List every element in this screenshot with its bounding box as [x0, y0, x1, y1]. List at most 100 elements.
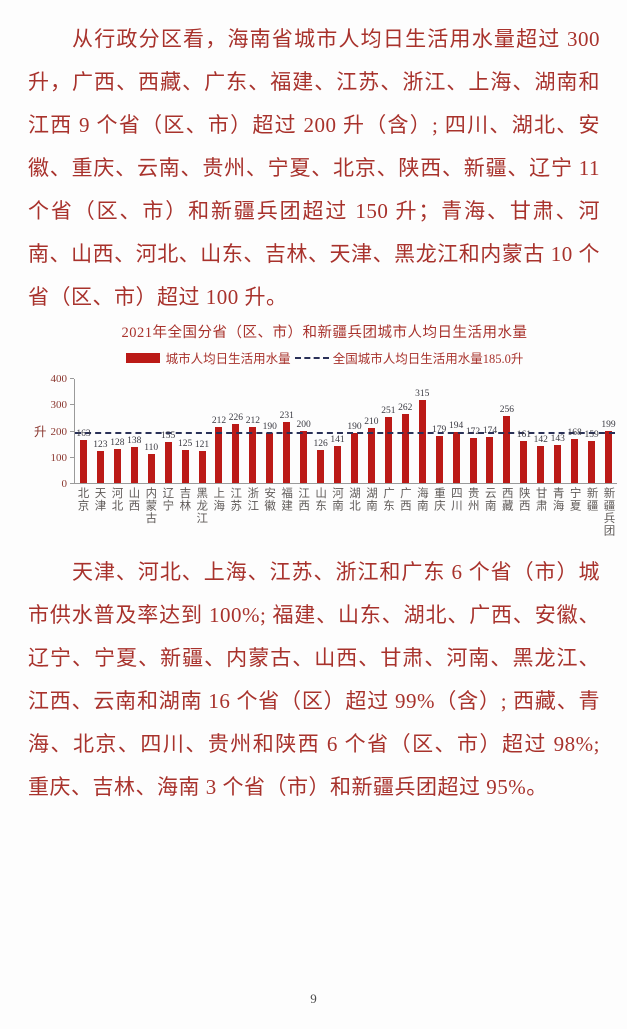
- bar: [317, 449, 325, 483]
- x-label-column: 西藏: [498, 487, 515, 537]
- dashed-line-icon: [294, 356, 329, 359]
- x-label-column: 云南: [481, 487, 498, 537]
- x-label-column: 重庆: [430, 487, 447, 537]
- bar: [96, 450, 104, 483]
- x-axis-label: 甘肃: [534, 487, 547, 512]
- x-label-column: 吉林: [176, 487, 193, 537]
- x-axis-label: 广西: [398, 487, 411, 512]
- bar-column: 210: [363, 379, 380, 483]
- bar-value-label: 315: [415, 389, 430, 400]
- x-label-column: 辽宁: [159, 487, 176, 537]
- bar-value-label: 141: [330, 435, 345, 445]
- bar-series-swatch-icon: [125, 352, 160, 363]
- paragraph-water-usage: 从行政分区看，海南省城市人均日生活用水量超过 300 升，广西、西藏、广东、福建…: [28, 27, 600, 309]
- x-label-column: 上海: [210, 487, 227, 537]
- bar-column: 128: [109, 379, 126, 483]
- bar-value-label: 194: [448, 421, 464, 432]
- bar-column: 199: [600, 379, 617, 483]
- bar-value-label: 200: [296, 419, 311, 430]
- x-axis-label: 辽宁: [161, 487, 174, 512]
- y-tick-label: 100: [50, 451, 68, 464]
- x-axis-label: 上海: [212, 487, 225, 512]
- bar-column: 159: [583, 379, 600, 483]
- bar-column: 179: [431, 379, 448, 483]
- x-axis-label: 山东: [314, 487, 327, 512]
- bar-value-label: 121: [194, 440, 210, 451]
- x-label-column: 河南: [329, 487, 346, 537]
- legend-label-reference-line: 全国城市人均日生活用水量185.0升: [332, 352, 524, 366]
- bar: [486, 437, 494, 483]
- bar-column: 138: [126, 379, 143, 483]
- bar-column: 190: [261, 379, 278, 483]
- x-label-column: 湖北: [346, 487, 363, 537]
- plot-wrapper: 0 100 200 300 400 升 163 123 128 138 110 155 125 121 2…: [32, 373, 617, 490]
- bar: [418, 400, 426, 483]
- bar-column: 212: [244, 379, 261, 483]
- x-label-column: 宁夏: [566, 487, 583, 537]
- y-tick-mark: [70, 483, 74, 484]
- bar-value-label: 174: [482, 426, 498, 437]
- x-axis-label: 青海: [551, 487, 564, 512]
- bar-column: 262: [397, 379, 414, 483]
- x-label-column: 山西: [125, 487, 142, 537]
- bar-value-label: 163: [76, 429, 91, 440]
- bar: [520, 440, 528, 483]
- x-label-column: 江西: [295, 487, 312, 537]
- x-axis-label: 安徽: [263, 487, 276, 512]
- bar-value-label: 159: [584, 430, 599, 441]
- bar: [435, 436, 443, 483]
- bar-column: 126: [312, 379, 329, 483]
- chart-title: 2021年全国分省（区、市）和新疆兵团城市人均日生活用水量: [121, 325, 528, 341]
- bar-value-label: 110: [144, 443, 159, 454]
- y-tick-mark: [70, 404, 74, 406]
- bar-column: 212: [211, 379, 228, 483]
- x-axis-label: 广东: [381, 487, 394, 512]
- bar: [130, 446, 138, 483]
- y-tick-mark: [70, 378, 74, 379]
- bar: [164, 442, 172, 483]
- bar: [215, 427, 223, 483]
- bar: [283, 422, 291, 483]
- x-label-column: 江苏: [227, 487, 244, 537]
- x-axis-label: 山西: [127, 487, 140, 512]
- x-label-column: 广西: [396, 487, 413, 537]
- bar: [198, 451, 206, 483]
- bar: [249, 427, 257, 483]
- y-tick-label: 300: [50, 399, 68, 412]
- x-axis-label: 天津: [93, 487, 106, 512]
- bar: [537, 445, 545, 483]
- legend-label-bars: 城市人均日生活用水量: [165, 352, 291, 366]
- bar-value-label: 179: [432, 425, 447, 436]
- bar-column: 200: [295, 379, 312, 483]
- x-label-column: 陕西: [515, 487, 532, 537]
- bar-column: 226: [227, 379, 244, 483]
- bar: [350, 433, 358, 483]
- x-label-column: 贵州: [464, 487, 481, 537]
- bar-column: 315: [414, 379, 431, 483]
- bar-column: 172: [465, 379, 482, 483]
- bar: [605, 430, 613, 483]
- bar: [181, 450, 189, 483]
- x-axis-label: 黑龙江: [195, 487, 208, 525]
- bar-value-label: 143: [550, 434, 565, 445]
- bar-column: 123: [92, 379, 109, 483]
- bar-column: 256: [498, 379, 515, 483]
- bar-value-label: 172: [465, 426, 481, 437]
- x-label-column: 四川: [447, 487, 464, 537]
- bar-column: 190: [346, 379, 363, 483]
- bar: [367, 427, 375, 483]
- x-axis-label: 新疆: [585, 487, 598, 512]
- x-axis-labels: 北京 天津 河北 山西 内蒙古 辽宁 吉林 黑龙江 上海 江苏 浙江 安徽 福建 江西 山东 河南 湖北 湖南 广东…: [74, 487, 617, 537]
- x-label-column: 河北: [108, 487, 125, 537]
- y-axis: 0 100 200 300 400 升: [32, 373, 74, 490]
- bar-column: 174: [482, 379, 499, 483]
- bar: [147, 454, 155, 483]
- bar-value-label: 212: [211, 416, 227, 427]
- x-axis-label: 河北: [110, 487, 123, 512]
- x-axis-label: 四川: [449, 487, 462, 512]
- y-tick-label: 400: [50, 373, 68, 385]
- x-axis-label: 江西: [297, 487, 310, 512]
- bar-value-label: 142: [533, 434, 548, 445]
- bar: [266, 433, 274, 483]
- x-axis-label: 湖南: [364, 487, 377, 512]
